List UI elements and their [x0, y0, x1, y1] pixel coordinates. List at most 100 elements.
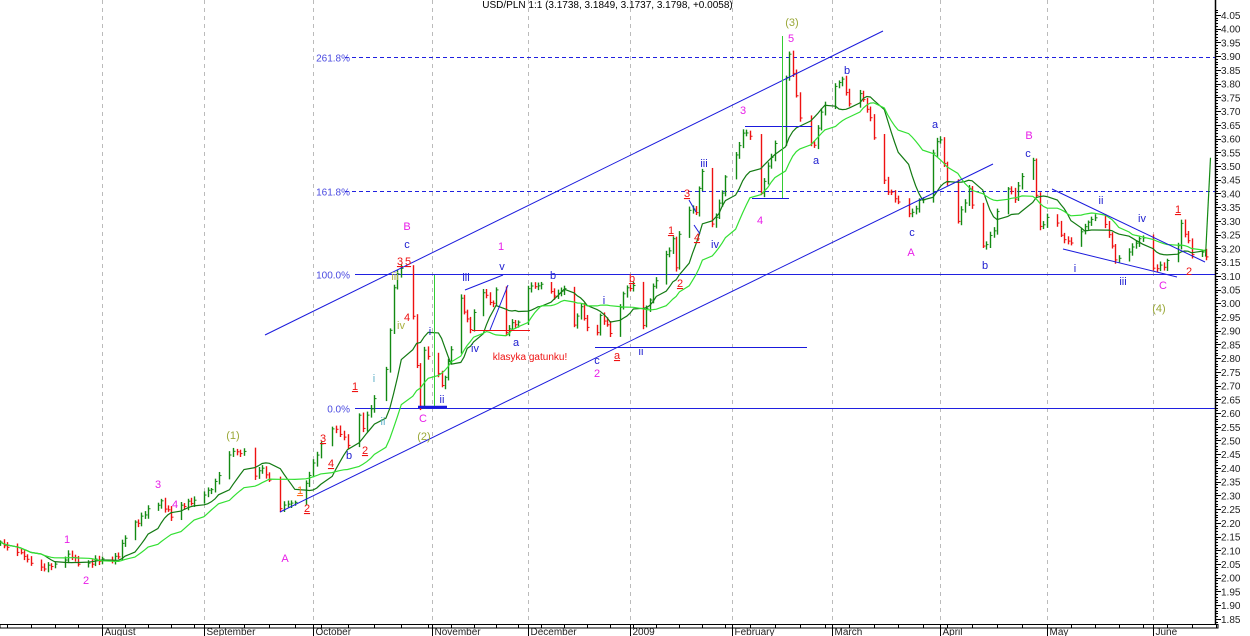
y-tick-label: 3.25	[1221, 231, 1241, 242]
wave-label: iv	[397, 320, 405, 332]
fib-level-label: 100.0%	[316, 271, 350, 282]
wave-label: a	[813, 155, 820, 167]
wave-label: A	[281, 553, 289, 565]
wave-label: b	[550, 270, 556, 282]
wave-label: 4	[757, 215, 763, 227]
small-line	[688, 199, 697, 213]
wave-label: b	[844, 65, 850, 77]
channel-upper	[264, 30, 884, 336]
y-tick-label: 2.35	[1221, 478, 1241, 489]
y-tick-label: 3.60	[1221, 135, 1241, 146]
wedge-lower	[1062, 248, 1178, 278]
small-line	[693, 224, 701, 235]
y-tick-label: 2.10	[1221, 546, 1241, 557]
wave-label: v	[499, 261, 505, 273]
y-tick-label: 3.45	[1221, 176, 1241, 187]
x-tick-label: June	[1156, 627, 1178, 636]
y-tick-label: 2.50	[1221, 436, 1241, 447]
y-tick-label: 2.25	[1221, 505, 1241, 516]
x-tick-label: November	[435, 627, 482, 636]
wave-label: 4	[404, 312, 410, 324]
x-tick-label: April	[943, 627, 963, 636]
wave-label: ii	[639, 346, 644, 358]
x-tick-label: December	[531, 627, 578, 636]
trendlines	[264, 30, 1212, 513]
wave-label: (4)	[1152, 303, 1165, 315]
y-tick-label: 3.75	[1221, 93, 1241, 104]
chart-title: USD/PLN 1:1 (3.1738, 3.1849, 3.1737, 3.1…	[482, 0, 733, 11]
y-tick-label: 2.70	[1221, 382, 1241, 393]
x-tick-label: May	[1050, 627, 1069, 636]
y-tick-label: 3.85	[1221, 66, 1241, 77]
wave-label: 3	[155, 479, 161, 491]
y-tick-label: 2.60	[1221, 409, 1241, 420]
y-tick-label: 2.95	[1221, 313, 1241, 324]
y-tick-label: 2.75	[1221, 368, 1241, 379]
fib-level-label: 0.0%	[327, 405, 350, 416]
y-tick-label: 1.90	[1221, 601, 1241, 612]
y-tick-label: 2.65	[1221, 395, 1241, 406]
price-bars	[0, 50, 1209, 573]
y-tick-label: 3.30	[1221, 217, 1241, 228]
wave-label: 1	[498, 241, 504, 253]
y-tick-label: 1.95	[1221, 587, 1241, 598]
y-tick-label: 3.50	[1221, 162, 1241, 173]
wave-label: b	[629, 273, 635, 285]
triangle-line	[464, 274, 504, 291]
wave-label: 4	[328, 458, 334, 470]
y-tick-label: 2.45	[1221, 450, 1241, 461]
wave-label: iv	[1138, 213, 1146, 225]
wave-label: ii	[440, 394, 445, 406]
wave-label: 1	[668, 225, 674, 237]
fib-level-label: 161.8%	[316, 188, 350, 199]
y-tick-label: 3.10	[1221, 272, 1241, 283]
y-tick-label: 4.00	[1221, 25, 1241, 36]
wave-label: 1	[352, 381, 358, 393]
wave-label: iii	[462, 272, 469, 284]
y-tick-label: 2.90	[1221, 327, 1241, 338]
wedge-upper	[1051, 188, 1206, 263]
y-tick-label: 3.15	[1221, 258, 1241, 269]
wave-label: b	[982, 260, 988, 272]
y-tick-label: 2.85	[1221, 340, 1241, 351]
wave-label: B	[1025, 130, 1032, 142]
wave-label: 3	[740, 105, 746, 117]
wave-label: ii	[381, 416, 386, 428]
wave-label: 3	[320, 433, 326, 445]
moving-averages	[0, 95, 1206, 564]
wave-label: a	[513, 337, 520, 349]
wave-label: 1	[297, 485, 303, 497]
wave-label: a	[932, 119, 939, 131]
channel-lower	[279, 163, 994, 513]
y-tick-label: 2.20	[1221, 519, 1241, 530]
y-tick-label: 2.55	[1221, 423, 1241, 434]
x-tick-label: 2009	[633, 627, 656, 636]
wave-label: iv	[471, 343, 479, 355]
projection-line	[1204, 157, 1212, 257]
wave-label: c	[404, 239, 410, 251]
wave-label: 4	[172, 499, 178, 511]
wave-label: iii	[391, 271, 398, 283]
wave-label: 2	[83, 575, 89, 587]
wave-label: C	[1159, 280, 1167, 292]
y-tick-label: 3.70	[1221, 107, 1241, 118]
wave-label: (2)	[417, 431, 430, 443]
x-axis-bar	[0, 624, 1219, 629]
wave-label: 4	[694, 232, 700, 244]
y-tick-label: 1.85	[1221, 615, 1241, 626]
wave-label: iv	[711, 239, 719, 251]
y-tick-label: 2.80	[1221, 354, 1241, 365]
wave-label: a	[614, 350, 621, 362]
wave-label: C	[419, 413, 427, 425]
wave-label: c	[1025, 148, 1031, 160]
y-tick-label: 2.00	[1221, 574, 1241, 585]
wave-label: klasyka gatunku!	[493, 352, 568, 363]
month-gridlines	[102, 0, 1154, 624]
y-tick-label: 3.00	[1221, 299, 1241, 310]
y-tick-label: 3.65	[1221, 121, 1241, 132]
y-tick-label: 3.05	[1221, 286, 1241, 297]
wave-label: 2	[677, 278, 683, 290]
wave-label: B	[403, 221, 410, 233]
